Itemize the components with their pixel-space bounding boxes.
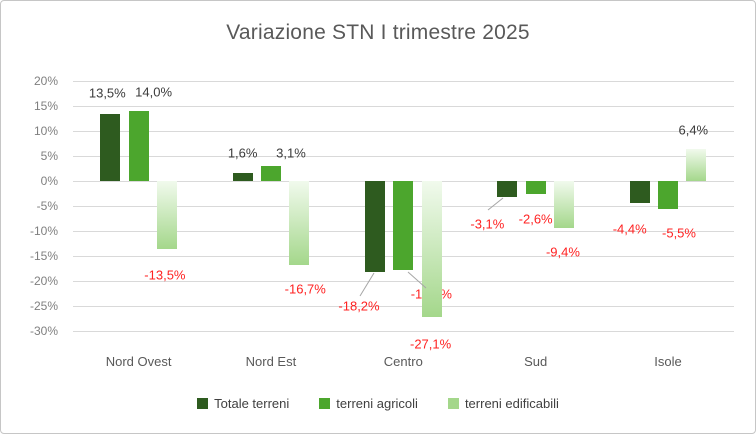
data-label: -27,1% [409, 336, 452, 351]
legend-label: terreni edificabili [464, 396, 559, 411]
y-tick-label: 5% [40, 149, 58, 163]
bar-terreni-agricoli-sud [525, 181, 546, 194]
data-label: -2,6% [518, 211, 553, 227]
x-category-label-nord-ovest: Nord Ovest [105, 354, 172, 369]
data-label: -16,7% [284, 281, 326, 296]
data-label: -4,4% [612, 221, 647, 237]
legend-color-swatch [319, 398, 331, 409]
bar-totale-terreni-nord-est [232, 173, 253, 181]
data-label: 1,6% [227, 145, 258, 161]
bar-terreni-edificabili-centro [421, 181, 442, 317]
y-tick-label: 0% [40, 174, 58, 188]
bar-totale-terreni-nord-ovest [100, 113, 121, 181]
bar-terreni-edificabili-sud [553, 181, 574, 228]
gridline [73, 331, 734, 332]
bar-terreni-agricoli-centro [393, 181, 414, 270]
y-tick-label: 10% [33, 124, 58, 138]
y-tick-label: -10% [29, 224, 58, 238]
y-tick-label: 15% [33, 99, 58, 113]
data-label: 6,4% [678, 122, 709, 138]
bar-terreni-edificabili-isole [686, 149, 707, 181]
y-tick-label: -15% [29, 249, 58, 263]
bar-totale-terreni-centro [365, 181, 385, 272]
bar-terreni-agricoli-isole [658, 181, 678, 209]
bar-terreni-agricoli-nord-est [260, 165, 281, 181]
data-label: -18,2% [338, 298, 380, 314]
bar-terreni-edificabili-nord-ovest [156, 181, 177, 249]
y-tick-label: -25% [29, 299, 58, 313]
gridline [73, 281, 734, 282]
gridline [73, 106, 734, 107]
gridline [73, 131, 734, 132]
data-label: -13,5% [144, 267, 186, 282]
chart-title: Variazione STN I trimestre 2025 [226, 21, 530, 44]
bar-totale-terreni-sud [497, 181, 518, 197]
legend: Totale terreni terreni agricoli terreni ed… [1, 396, 755, 411]
data-label: -3,1% [470, 216, 505, 231]
legend-item-totale-terreni: Totale terreni [197, 396, 289, 411]
bar-terreni-agricoli-nord-ovest [128, 111, 149, 181]
legend-label: terreni agricoli [336, 396, 418, 411]
data-label: -5,5% [662, 225, 696, 240]
y-tick-label: -20% [29, 274, 58, 288]
data-label: 13,5% [88, 85, 126, 100]
gridline [73, 306, 734, 307]
legend-color-swatch [197, 398, 209, 409]
legend-label: Totale terreni [214, 396, 290, 411]
x-category-label-nord-est: Nord Est [245, 354, 297, 369]
y-tick-label: 20% [33, 74, 58, 88]
x-category-label-isole: Isole [654, 354, 682, 369]
legend-color-swatch [447, 398, 459, 409]
legend-item-terreni-edificabili: terreni edificabili [447, 396, 559, 411]
data-label: 3,1% [276, 145, 306, 160]
bar-terreni-edificabili-nord-est [289, 181, 310, 265]
x-category-label-sud: Sud [524, 354, 548, 369]
gridline [73, 81, 734, 82]
data-label: 14,0% [135, 84, 173, 100]
data-label: -9,4% [545, 244, 580, 260]
gridline [73, 156, 734, 157]
bar-totale-terreni-isole [629, 181, 650, 203]
y-tick-label: -30% [29, 324, 58, 338]
y-tick-label: -5% [36, 199, 58, 213]
legend-item-terreni-agricoli: terreni agricoli [319, 396, 418, 411]
x-category-label-centro: Centro [383, 354, 423, 369]
